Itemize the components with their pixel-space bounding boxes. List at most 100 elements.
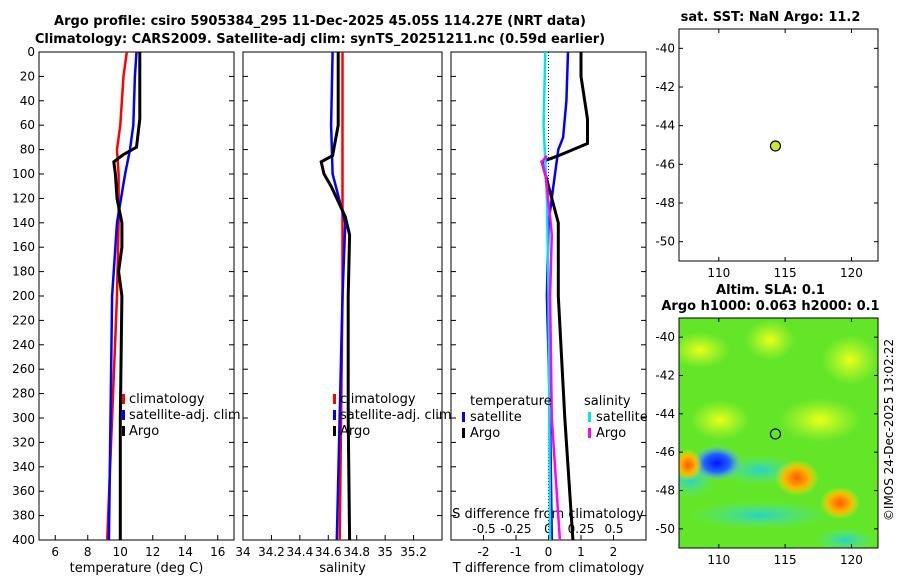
sla_map-title: Altim. SLA: 0.1	[716, 283, 825, 298]
sla_map-ytick-label: -48	[655, 484, 675, 498]
sla_map-xtick-label: 120	[840, 553, 863, 567]
sst_map-xtick-label: 120	[840, 266, 863, 280]
salinity-xtick-label: 34.2	[258, 545, 285, 559]
difference-legend-T-marker	[462, 428, 465, 438]
salinity-xtick-label: 34.8	[343, 545, 370, 559]
temperature-series-Argo	[112, 52, 142, 540]
difference-xtick-label: 0	[545, 545, 553, 559]
salinity-xtick-label: 35.2	[400, 545, 427, 559]
sla_map-ytick-label: -46	[655, 445, 675, 459]
sla_map-ytick-label: -44	[655, 407, 675, 421]
temperature-xtick-label: 8	[84, 545, 92, 559]
sst_map-ytick-label: -48	[655, 196, 675, 210]
sst_map-ytick-label: -44	[655, 119, 675, 133]
difference-legend-T-label: satellite	[470, 410, 522, 425]
temperature-ytick-label: 0	[27, 45, 35, 59]
sla-heatmap	[679, 318, 878, 548]
salinity-xtick-label: 34.6	[315, 545, 342, 559]
difference-legend-S-label: Argo	[596, 426, 626, 441]
temperature-ytick-label: 20	[20, 69, 35, 83]
temperature-ytick-label: 80	[20, 143, 35, 157]
sst_map-xtick-label: 115	[774, 266, 797, 280]
difference-s-tick-label: 0.25	[568, 522, 595, 536]
temperature-ytick-label: 280	[12, 387, 35, 401]
difference-s-tick-label: 0	[544, 522, 552, 536]
temperature-ytick-label: 100	[12, 167, 35, 181]
temperature-ytick-label: 220	[12, 313, 35, 327]
salinity-legend-label: satellite-adj. clim	[340, 408, 452, 423]
temperature-ytick-label: 260	[12, 362, 35, 376]
temperature-series-climatology	[105, 51, 129, 541]
temperature-ytick-label: 160	[12, 240, 35, 254]
sst_map-ytick-label: -46	[655, 157, 675, 171]
difference-legend-title-T: temperature	[470, 394, 552, 409]
salinity-xtick-label: 35	[378, 545, 393, 559]
difference-xtick-label: -2	[478, 545, 490, 559]
difference-xtick-label: -1	[510, 545, 522, 559]
temperature-legend-label: Argo	[129, 424, 159, 439]
temperature-legend-marker	[122, 426, 125, 436]
sla_map-ytick-label: -50	[655, 522, 675, 536]
sst_map-ytick-label: -50	[655, 235, 675, 249]
sla_map-xtick-label: 110	[707, 553, 730, 567]
difference-legend-S-label: satellite	[596, 410, 648, 425]
sst_map-ytick-label: -40	[655, 41, 675, 55]
difference-s-tick-label: 0.5	[604, 522, 623, 536]
sst_map-axes-frame	[678, 28, 879, 262]
temperature-ytick-label: 380	[12, 509, 35, 523]
difference-xtick-label: 1	[577, 545, 585, 559]
temperature-xtick-label: 16	[210, 545, 225, 559]
imos-timestamp: ©IMOS 24-Dec-2025 13:02:22	[882, 339, 896, 521]
temperature-ytick-label: 400	[12, 533, 35, 547]
difference-top-xlabel: S difference from climatology	[452, 507, 644, 522]
temperature-ytick-label: 200	[12, 289, 35, 303]
salinity-xlabel: salinity	[319, 561, 366, 576]
difference-s-tick-label: -0.5	[472, 522, 495, 536]
sst_map-xtick-label: 110	[707, 266, 730, 280]
temperature-xlabel: temperature (deg C)	[70, 561, 204, 576]
sla_map-title: Argo h1000: 0.063 h2000: 0.1	[661, 299, 879, 314]
temperature-series-satellite-adj-clim	[107, 51, 138, 541]
sst_map-ytick-label: -42	[655, 80, 675, 94]
temperature-ytick-label: 300	[12, 411, 35, 425]
difference-legend-T-label: Argo	[470, 426, 500, 441]
temperature-ytick-label: 40	[20, 94, 35, 108]
salinity-xtick-label: 34	[235, 545, 250, 559]
temperature-ytick-label: 320	[12, 435, 35, 449]
figure-title-line2: Climatology: CARS2009. Satellite-adj cli…	[34, 32, 606, 47]
temperature-legend-marker	[122, 394, 125, 404]
salinity-series-Argo	[319, 52, 352, 541]
sla_map-ytick-label: -40	[655, 330, 675, 344]
difference-xlabel: T difference from climatology	[452, 561, 645, 576]
salinity-legend-label: Argo	[340, 424, 370, 439]
temperature-ytick-label: 60	[20, 118, 35, 132]
sla_map-xtick-label: 115	[774, 553, 797, 567]
temperature-ytick-label: 140	[12, 216, 35, 230]
salinity-legend-marker	[333, 394, 336, 404]
sla-argo-point	[769, 428, 782, 440]
temperature-legend-label: climatology	[129, 392, 205, 407]
temperature-ytick-label: 120	[12, 191, 35, 205]
sst_map-title: sat. SST: NaN Argo: 11.2	[681, 10, 861, 25]
difference-series-Argo-S	[540, 154, 562, 541]
temperature-xtick-label: 10	[113, 545, 128, 559]
sla_map-axes-frame	[678, 317, 879, 549]
temperature-ytick-label: 360	[12, 484, 35, 498]
salinity-legend-marker	[333, 410, 336, 420]
salinity-legend-label: climatology	[340, 392, 416, 407]
sst-argo-point	[769, 140, 782, 152]
temperature-legend-marker	[122, 410, 125, 420]
difference-xtick-label: 2	[610, 545, 618, 559]
salinity-legend-marker	[333, 426, 336, 436]
temperature-legend-label: satellite-adj. clim	[129, 408, 241, 423]
temperature-xtick-label: 14	[178, 545, 193, 559]
figure-title-line1: Argo profile: csiro 5905384_295 11-Dec-2…	[54, 14, 586, 29]
salinity-series-satellite-adj-clim	[329, 51, 347, 541]
temperature-ytick-label: 240	[12, 338, 35, 352]
temperature-xtick-label: 6	[51, 545, 59, 559]
difference-legend-T-marker	[462, 412, 465, 422]
temperature-ytick-label: 180	[12, 265, 35, 279]
temperature-axes-frame	[38, 51, 235, 541]
temperature-ytick-label: 340	[12, 460, 35, 474]
